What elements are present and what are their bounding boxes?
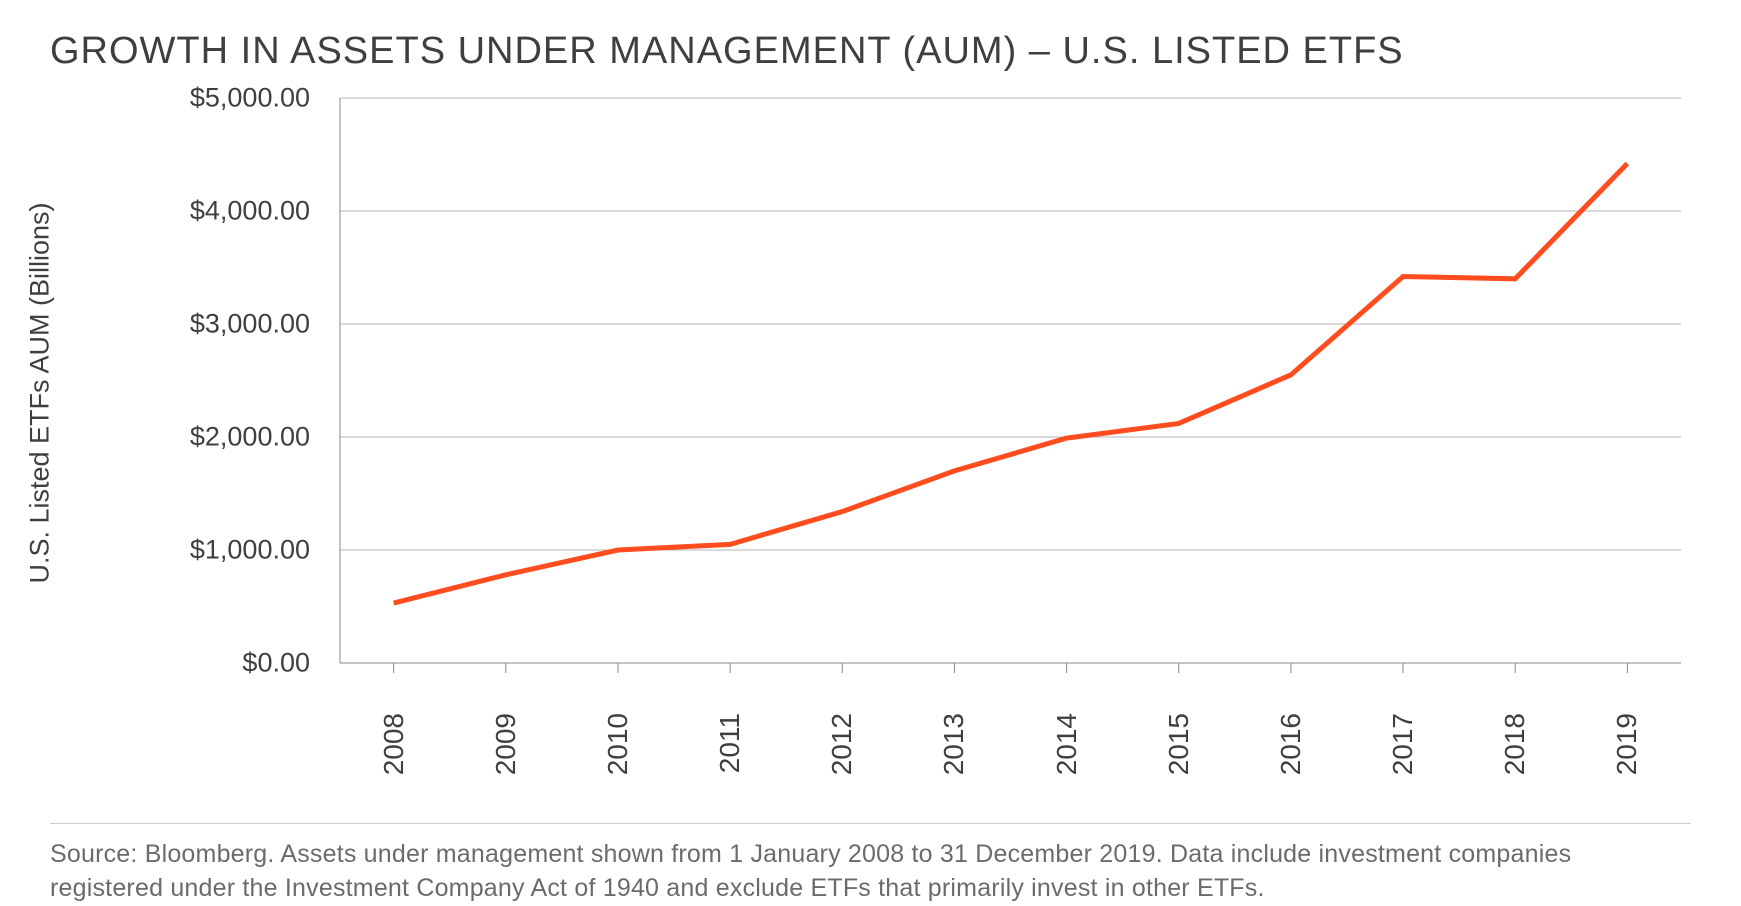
y-tick-labels: $0.00 $1,000.00 $2,000.00 $3,000.00 $4,000.0… xyxy=(90,83,310,703)
chart-container: GROWTH IN ASSETS UNDER MANAGEMENT (AUM) … xyxy=(0,0,1741,884)
x-tick-label: 2013 xyxy=(938,713,970,775)
y-tick-label: $5,000.00 xyxy=(190,83,310,114)
x-tick-label: 2008 xyxy=(378,713,410,775)
plot-svg xyxy=(340,83,1681,703)
x-tick-label: 2010 xyxy=(602,713,634,775)
x-tick-label: 2018 xyxy=(1499,713,1531,775)
x-tick-label: 2016 xyxy=(1275,713,1307,775)
y-tick-label: $3,000.00 xyxy=(190,309,310,340)
y-tick-label: $1,000.00 xyxy=(190,535,310,566)
x-tick-label: 2012 xyxy=(826,713,858,775)
x-tick-label: 2014 xyxy=(1051,713,1083,775)
y-tick-label: $0.00 xyxy=(242,648,310,679)
y-axis-title: U.S. Listed ETFs AUM (Billions) xyxy=(25,202,56,583)
x-tick-label: 2017 xyxy=(1387,713,1419,775)
x-tick-label: 2011 xyxy=(714,713,746,773)
y-tick-label: $2,000.00 xyxy=(190,422,310,453)
source-note: Source: Bloomberg. Assets under manageme… xyxy=(50,838,1691,906)
plot-wrap: U.S. Listed ETFs AUM (Billions) $0.00$1,… xyxy=(50,83,1691,703)
x-tick-label: 2009 xyxy=(490,713,522,775)
x-tick-label: 2015 xyxy=(1163,713,1195,775)
chart-title: GROWTH IN ASSETS UNDER MANAGEMENT (AUM) … xyxy=(50,30,1691,73)
x-tick-label: 2019 xyxy=(1611,713,1643,775)
plot-area xyxy=(340,83,1681,703)
y-tick-label: $4,000.00 xyxy=(190,196,310,227)
footer-rule xyxy=(50,823,1691,824)
